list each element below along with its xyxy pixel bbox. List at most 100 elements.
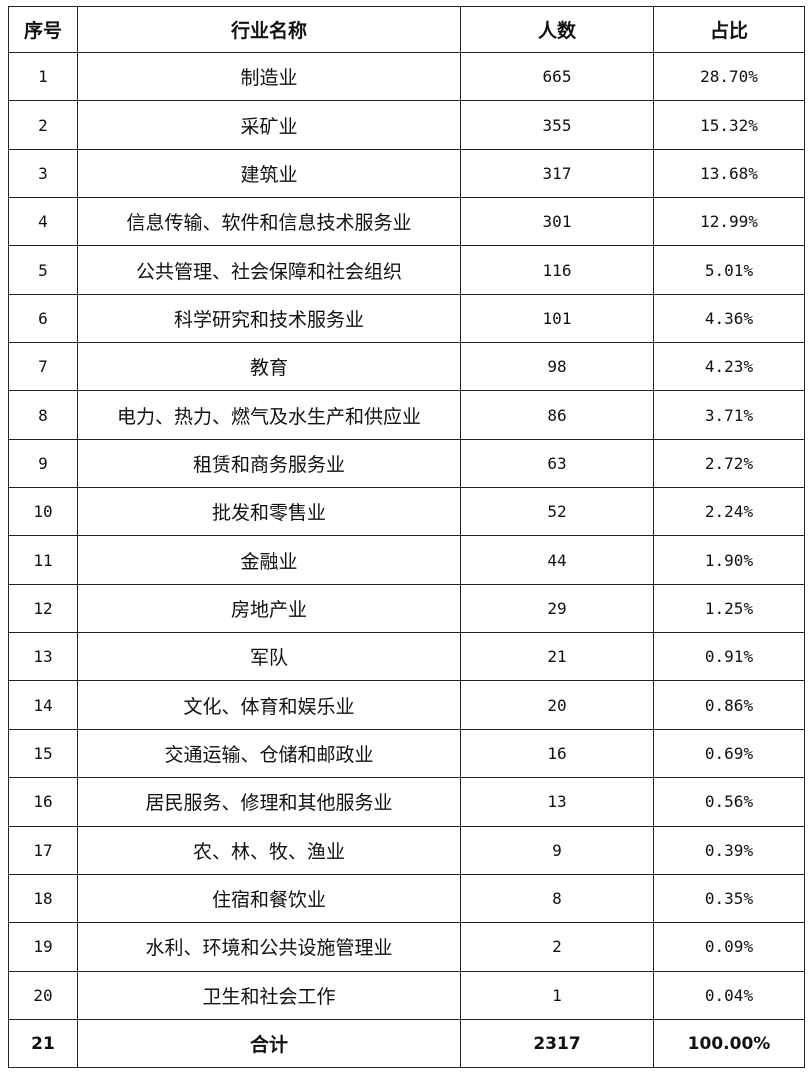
table-row: 4 信息传输、软件和信息技术服务业 301 12.99% xyxy=(8,197,805,247)
row-seq: 5 xyxy=(8,245,78,295)
row-seq: 1 xyxy=(8,51,78,102)
row-seq: 18 xyxy=(8,873,78,924)
row-seq: 2 xyxy=(8,100,78,150)
table-row: 3 建筑业 317 13.68% xyxy=(8,148,805,199)
table-total-row: 21 合计 2317 100.00% xyxy=(8,1018,805,1069)
table-row: 6 科学研究和技术服务业 101 4.36% xyxy=(8,293,805,344)
row-count: 16 xyxy=(460,728,654,779)
header-industry: 行业名称 xyxy=(77,6,461,53)
total-seq: 21 xyxy=(8,1018,78,1069)
header-seq: 序号 xyxy=(8,6,78,53)
row-ratio: 0.35% xyxy=(653,873,805,924)
table-row: 8 电力、热力、燃气及水生产和供应业 86 3.71% xyxy=(8,390,805,440)
row-count: 9 xyxy=(460,825,654,875)
table-row: 19 水利、环境和公共设施管理业 2 0.09% xyxy=(8,922,805,972)
table-row: 9 租赁和商务服务业 63 2.72% xyxy=(8,438,805,489)
header-ratio: 占比 xyxy=(653,6,805,53)
row-ratio: 1.90% xyxy=(653,535,805,585)
row-ratio: 1.25% xyxy=(653,583,805,634)
row-industry: 公共管理、社会保障和社会组织 xyxy=(77,245,461,295)
row-ratio: 15.32% xyxy=(653,100,805,150)
table-row: 7 教育 98 4.23% xyxy=(8,342,805,392)
row-industry: 交通运输、仓储和邮政业 xyxy=(77,728,461,779)
total-industry: 合计 xyxy=(77,1018,461,1069)
row-count: 44 xyxy=(460,535,654,585)
total-ratio: 100.00% xyxy=(653,1018,805,1069)
row-count: 63 xyxy=(460,438,654,489)
table-row: 2 采矿业 355 15.32% xyxy=(8,100,805,150)
clipped-caption-strip xyxy=(0,0,810,8)
row-industry: 采矿业 xyxy=(77,100,461,150)
row-ratio: 2.24% xyxy=(653,487,805,537)
table-row: 17 农、林、牧、渔业 9 0.39% xyxy=(8,825,805,875)
row-count: 21 xyxy=(460,632,654,682)
row-ratio: 0.91% xyxy=(653,632,805,682)
row-industry: 军队 xyxy=(77,632,461,682)
row-seq: 16 xyxy=(8,777,78,827)
row-count: 116 xyxy=(460,245,654,295)
row-ratio: 28.70% xyxy=(653,51,805,102)
row-ratio: 0.09% xyxy=(653,922,805,972)
row-seq: 20 xyxy=(8,970,78,1020)
row-industry: 租赁和商务服务业 xyxy=(77,438,461,489)
row-industry: 居民服务、修理和其他服务业 xyxy=(77,777,461,827)
row-industry: 卫生和社会工作 xyxy=(77,970,461,1020)
table-row: 1 制造业 665 28.70% xyxy=(8,51,805,102)
row-seq: 17 xyxy=(8,825,78,875)
row-seq: 9 xyxy=(8,438,78,489)
row-count: 301 xyxy=(460,197,654,247)
row-ratio: 0.69% xyxy=(653,728,805,779)
row-count: 2 xyxy=(460,922,654,972)
row-seq: 12 xyxy=(8,583,78,634)
row-count: 101 xyxy=(460,293,654,344)
row-industry: 水利、环境和公共设施管理业 xyxy=(77,922,461,972)
table-row: 10 批发和零售业 52 2.24% xyxy=(8,487,805,537)
row-industry: 信息传输、软件和信息技术服务业 xyxy=(77,197,461,247)
row-seq: 7 xyxy=(8,342,78,392)
row-count: 20 xyxy=(460,680,654,730)
table-row: 13 军队 21 0.91% xyxy=(8,632,805,682)
table-row: 18 住宿和餐饮业 8 0.35% xyxy=(8,873,805,924)
row-seq: 8 xyxy=(8,390,78,440)
row-seq: 14 xyxy=(8,680,78,730)
row-seq: 13 xyxy=(8,632,78,682)
row-count: 98 xyxy=(460,342,654,392)
row-seq: 4 xyxy=(8,197,78,247)
row-industry: 文化、体育和娱乐业 xyxy=(77,680,461,730)
table-row: 11 金融业 44 1.90% xyxy=(8,535,805,585)
row-industry: 金融业 xyxy=(77,535,461,585)
row-industry: 住宿和餐饮业 xyxy=(77,873,461,924)
row-ratio: 0.86% xyxy=(653,680,805,730)
row-ratio: 13.68% xyxy=(653,148,805,199)
row-ratio: 0.39% xyxy=(653,825,805,875)
row-seq: 11 xyxy=(8,535,78,585)
row-industry: 电力、热力、燃气及水生产和供应业 xyxy=(77,390,461,440)
row-ratio: 4.23% xyxy=(653,342,805,392)
row-count: 86 xyxy=(460,390,654,440)
row-count: 665 xyxy=(460,51,654,102)
industry-table: 序号 行业名称 人数 占比 1 制造业 665 28.70% 2 采矿业 355… xyxy=(8,6,805,1069)
row-count: 13 xyxy=(460,777,654,827)
row-ratio: 2.72% xyxy=(653,438,805,489)
row-seq: 3 xyxy=(8,148,78,199)
row-ratio: 0.04% xyxy=(653,970,805,1020)
row-ratio: 0.56% xyxy=(653,777,805,827)
table-row: 12 房地产业 29 1.25% xyxy=(8,583,805,634)
row-count: 29 xyxy=(460,583,654,634)
row-ratio: 12.99% xyxy=(653,197,805,247)
table-row: 16 居民服务、修理和其他服务业 13 0.56% xyxy=(8,777,805,827)
row-ratio: 3.71% xyxy=(653,390,805,440)
row-seq: 6 xyxy=(8,293,78,344)
row-ratio: 5.01% xyxy=(653,245,805,295)
table-header-row: 序号 行业名称 人数 占比 xyxy=(8,6,805,53)
row-industry: 建筑业 xyxy=(77,148,461,199)
table-row: 14 文化、体育和娱乐业 20 0.86% xyxy=(8,680,805,730)
row-industry: 农、林、牧、渔业 xyxy=(77,825,461,875)
row-count: 52 xyxy=(460,487,654,537)
table-row: 15 交通运输、仓储和邮政业 16 0.69% xyxy=(8,728,805,779)
row-industry: 批发和零售业 xyxy=(77,487,461,537)
row-industry: 房地产业 xyxy=(77,583,461,634)
row-count: 8 xyxy=(460,873,654,924)
row-industry: 制造业 xyxy=(77,51,461,102)
row-seq: 19 xyxy=(8,922,78,972)
